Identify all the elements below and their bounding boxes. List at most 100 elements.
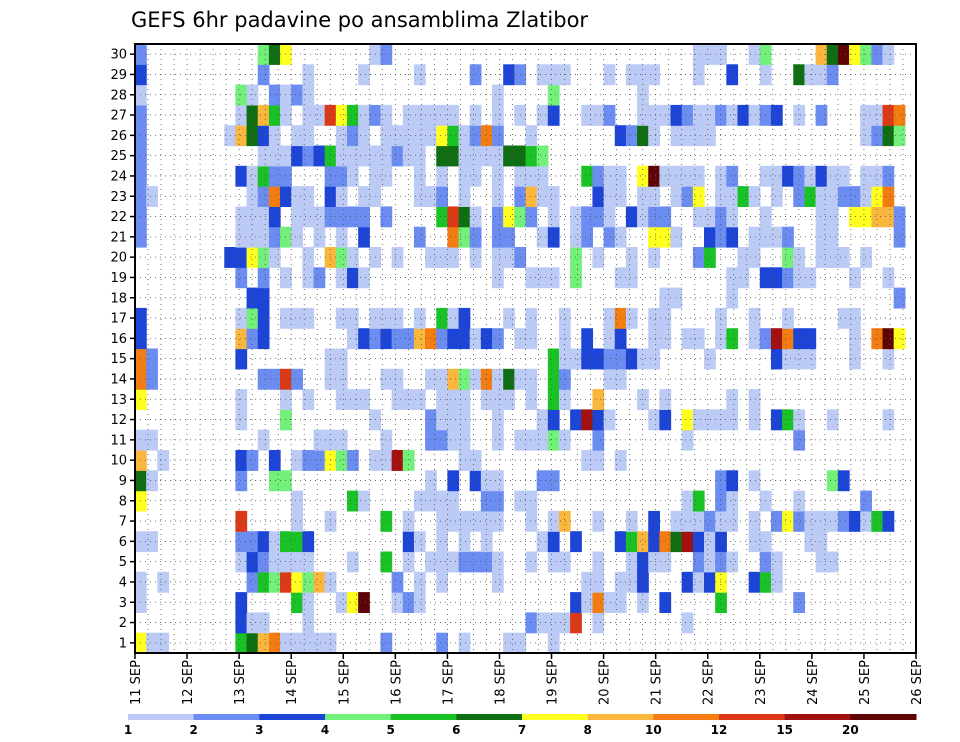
heatmap-cell [726, 328, 739, 350]
heatmap-cell [302, 592, 315, 613]
x-tick-label: 23 SEP [754, 660, 769, 705]
heatmap-cell [837, 307, 850, 329]
heatmap-cell [681, 510, 694, 532]
heatmap-cell [648, 104, 660, 126]
heatmap-cell [893, 226, 906, 248]
heatmap-cell [871, 510, 884, 532]
heatmap-cell [302, 450, 315, 471]
heatmap-cell [335, 104, 348, 126]
heatmap-cell [246, 226, 259, 248]
heatmap-cell [402, 551, 415, 573]
heatmap-cell [558, 510, 571, 532]
grid-lines [135, 44, 916, 653]
heatmap-cell [704, 571, 716, 593]
heatmap-cell [447, 328, 460, 350]
heatmap-cell [458, 409, 471, 431]
heatmap-cell [380, 104, 393, 126]
heatmap-cell [413, 186, 426, 207]
heatmap-cell [235, 470, 248, 492]
heatmap-cell [748, 510, 761, 532]
heatmap-cell [536, 429, 549, 451]
x-tick-label: 26 SEP [910, 660, 925, 705]
heatmap-cell [692, 247, 705, 268]
heatmap-cell [547, 612, 560, 634]
heatmap-cell [302, 267, 315, 289]
heatmap-cell [648, 307, 660, 329]
heatmap-cell [860, 490, 872, 512]
colorbar-swatch [325, 714, 392, 720]
heatmap-cell [715, 531, 727, 553]
heatmap-cell [291, 368, 303, 390]
heatmap-cell [380, 125, 393, 147]
heatmap-cell [592, 571, 605, 593]
heatmap-cell [346, 247, 359, 268]
heatmap-cell [268, 368, 281, 390]
heatmap-cell [257, 206, 270, 228]
heatmap-cell [793, 104, 806, 126]
heatmap-cell [436, 165, 448, 187]
heatmap-cell [837, 470, 850, 492]
heatmap-cell [291, 510, 303, 532]
heatmap-cell [525, 389, 538, 410]
heatmap-cell [358, 125, 370, 147]
heatmap-cell [335, 307, 348, 329]
x-axis-ticks: 11 SEP 12 SEP 13 SEP 14 SEP 15 SEP 16 SEP 17 S… [129, 653, 925, 705]
heatmap-cell [246, 571, 259, 593]
heatmap-cell [503, 247, 515, 268]
heatmap-cell [692, 510, 705, 532]
heatmap-cell [592, 551, 605, 573]
heatmap-cell [346, 328, 359, 350]
heatmap-cell [558, 328, 571, 350]
heatmap-cell [313, 104, 326, 126]
heatmap-cell [268, 632, 281, 654]
heatmap-cell [592, 206, 605, 228]
heatmap-cell [146, 470, 158, 492]
heatmap-cell [692, 206, 705, 228]
heatmap-cell [704, 206, 716, 228]
heatmap-cell [748, 470, 761, 492]
heatmap-cell [291, 226, 303, 248]
heatmap-cell [837, 510, 850, 532]
heatmap-cell [413, 592, 426, 613]
y-tick-label: 19 [110, 271, 127, 286]
heatmap-cell [492, 206, 504, 228]
heatmap-cell [648, 206, 660, 228]
heatmap-cell [235, 409, 248, 431]
y-tick-label: 21 [110, 230, 127, 245]
heatmap-cell [770, 186, 783, 207]
heatmap-cell [302, 632, 315, 654]
heatmap-cell [726, 551, 739, 573]
heatmap-cell [826, 206, 839, 228]
heatmap-cell [525, 328, 538, 350]
heatmap-cell [770, 409, 783, 431]
x-tick-label: 19 SEP [546, 660, 561, 705]
heatmap-cell [235, 551, 248, 573]
heatmap-cell [704, 551, 716, 573]
colorbar-swatch [719, 714, 786, 720]
heatmap-cell [826, 186, 839, 207]
heatmap-cell [558, 612, 571, 634]
heatmap-cell [547, 186, 560, 207]
heatmap-cell [860, 186, 872, 207]
y-tick-label: 29 [110, 68, 127, 83]
y-tick-label: 3 [119, 596, 127, 611]
x-tick-label: 12 SEP [181, 660, 196, 705]
heatmap-cell [346, 490, 359, 512]
heatmap-cell [335, 226, 348, 248]
heatmap-cell [704, 44, 716, 65]
heatmap-cell [492, 409, 504, 431]
heatmap-cell [335, 592, 348, 613]
heatmap-cell [358, 490, 370, 512]
heatmap-cell [860, 44, 872, 65]
colorbar-swatch [522, 714, 589, 720]
heatmap-cell [235, 104, 248, 126]
heatmap-cell [291, 145, 303, 167]
heatmap-cell [893, 104, 906, 126]
heatmap-cell [670, 125, 683, 147]
heatmap-cell [547, 510, 560, 532]
heatmap-cell [413, 64, 426, 86]
heatmap-cell [603, 307, 616, 329]
heatmap-cell [480, 531, 493, 553]
heatmap-cell [670, 510, 683, 532]
heatmap-cell [715, 104, 727, 126]
